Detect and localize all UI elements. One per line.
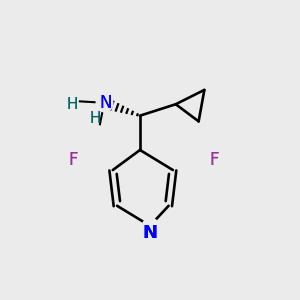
Text: N: N	[142, 224, 158, 242]
Text: N: N	[99, 94, 112, 112]
Text: F: F	[68, 151, 77, 169]
Text: F: F	[210, 151, 219, 169]
Text: H: H	[90, 111, 101, 126]
Text: F: F	[210, 151, 219, 169]
Text: H: H	[90, 111, 101, 126]
Text: N: N	[142, 224, 158, 242]
Text: H: H	[67, 97, 79, 112]
Text: F: F	[68, 151, 77, 169]
Text: H: H	[67, 97, 79, 112]
Text: N: N	[99, 94, 112, 112]
